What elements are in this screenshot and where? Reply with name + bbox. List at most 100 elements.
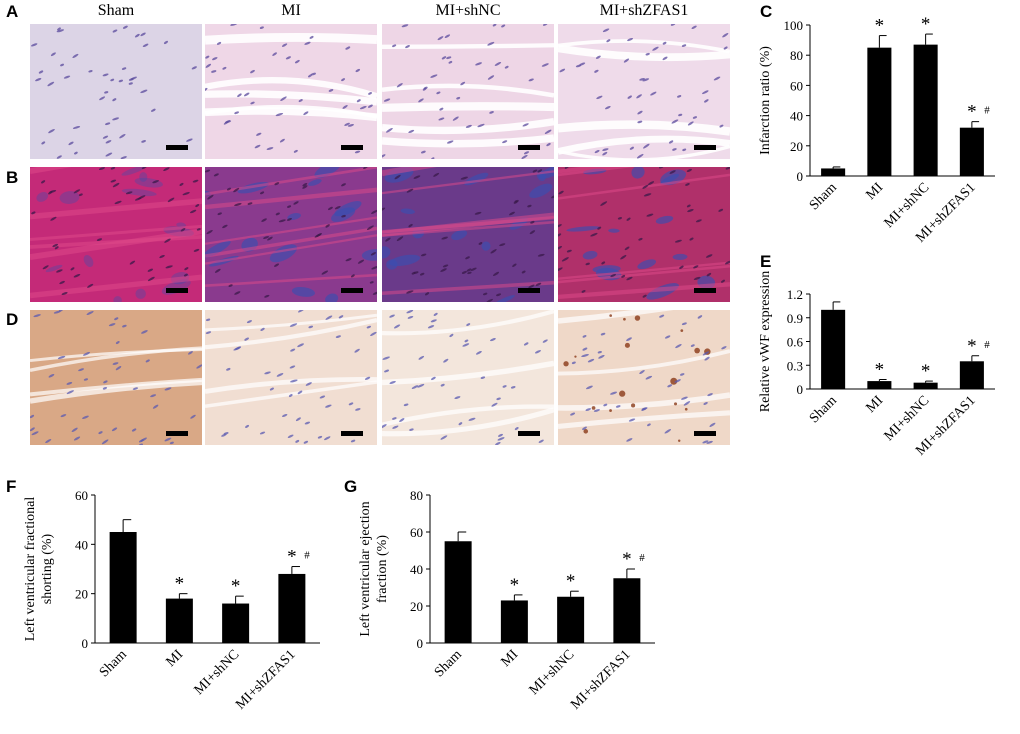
micrograph-vwf-ihc-stain-1 (30, 310, 202, 445)
bar-mi-shzfas1 (959, 361, 984, 389)
x-tick-label: MI+shZFAS1 (233, 647, 299, 713)
x-tick-label: Sham (807, 393, 840, 426)
bar-mi-shzfas1 (613, 578, 641, 643)
bar-mi (867, 47, 892, 177)
significance-star: * (175, 574, 185, 595)
bar-sham (821, 309, 846, 389)
y-tick-label: 60 (790, 78, 803, 93)
scale-bar (518, 145, 540, 150)
bar-mi-shnc (913, 44, 938, 176)
bar-mi (500, 600, 528, 643)
scale-bar (166, 288, 188, 293)
micrograph-masson-stain-1 (30, 167, 202, 302)
chart-fractional-shortening: 0 20 40 60 Left ventricular fractional shorti… (23, 488, 320, 713)
y-axis-label: Infarction ratio (%) (758, 46, 773, 155)
scale-bar (694, 431, 716, 436)
significance-hash: # (639, 552, 645, 564)
micrograph-vwf-ihc-stain-2 (205, 310, 377, 445)
y-tick-label: 0 (82, 636, 89, 651)
bar-mi-shnc (222, 603, 250, 643)
micrograph-he-stain-2 (205, 24, 377, 159)
y-axis-label: Left ventricular fractional (23, 497, 38, 642)
micrograph-he-stain-1 (30, 24, 202, 159)
panel-letter-d: D (6, 310, 19, 329)
x-tick-label: MI (863, 180, 886, 203)
scale-bar (694, 288, 716, 293)
y-axis-label: shorting (%) (40, 533, 55, 604)
y-tick-label: 0.3 (787, 358, 803, 373)
panel-letter-b: B (6, 168, 19, 187)
column-title-mi-shnc: MI+shNC (435, 2, 501, 19)
y-tick-label: 20 (790, 139, 803, 154)
significance-star: * (967, 102, 977, 123)
bar-sham (444, 541, 472, 643)
y-tick-label: 20 (410, 599, 423, 614)
y-tick-label: 0.6 (787, 335, 804, 350)
significance-star: * (875, 16, 885, 37)
x-tick-label: MI+shNC (192, 647, 243, 698)
panel-letter-a: A (6, 2, 19, 21)
y-tick-label: 0 (797, 169, 804, 184)
significance-star: * (875, 360, 885, 381)
bar-mi-shzfas1 (959, 127, 984, 176)
y-tick-label: 100 (784, 18, 804, 33)
panel-letter-c: C (760, 2, 773, 21)
significance-hash: # (984, 339, 990, 351)
y-tick-label: 60 (410, 525, 423, 540)
y-tick-label: 0 (797, 382, 804, 397)
y-tick-label: 40 (75, 537, 88, 552)
bar-mi-shzfas1 (278, 573, 306, 643)
significance-star: * (566, 571, 576, 592)
x-tick-label: MI+shNC (527, 647, 578, 698)
chart-infarction-ratio: 0 20 40 60 80 100 Infarction ratio (%) Sham * MI *… (758, 14, 995, 246)
y-axis-label: Relative vWF expression (758, 271, 773, 413)
bar-sham (821, 168, 846, 176)
x-tick-label: Sham (432, 647, 465, 680)
significance-star: * (231, 576, 241, 597)
x-tick-label: Sham (97, 647, 130, 680)
y-tick-label: 60 (75, 488, 88, 503)
scale-bar (341, 145, 363, 150)
scale-bar (518, 431, 540, 436)
column-title-mi: MI (281, 2, 301, 19)
scale-bar (166, 145, 188, 150)
micrograph-masson-stain-4 (558, 167, 730, 302)
chart-vwf-expression: 0 0.3 0.6 0.9 1.2 Relative vWF expression Sham… (758, 271, 995, 459)
micrograph-vwf-ihc-stain-4 (558, 310, 730, 445)
y-tick-label: 40 (410, 562, 423, 577)
column-title-sham: Sham (97, 2, 135, 19)
scale-bar (166, 431, 188, 436)
micrograph-he-stain-3 (382, 24, 554, 159)
scale-bar (341, 431, 363, 436)
bar-mi-shnc (913, 382, 938, 389)
column-title-mi-shzfas1: MI+shZFAS1 (599, 2, 689, 19)
micrograph-masson-stain-3 (382, 167, 554, 302)
micrograph-masson-stain-2 (205, 167, 377, 302)
y-axis-label: fraction (%) (375, 535, 390, 603)
scale-bar (518, 288, 540, 293)
x-tick-label: MI (863, 393, 886, 416)
bar-mi (165, 598, 193, 643)
y-tick-label: 80 (410, 488, 423, 503)
x-tick-label: MI (163, 647, 186, 670)
panel-letter-e: E (760, 252, 772, 271)
micrograph-vwf-ihc-stain-3 (382, 310, 554, 445)
y-tick-label: 0 (417, 636, 424, 651)
y-tick-label: 80 (790, 48, 803, 63)
y-tick-label: 0.9 (787, 311, 803, 326)
x-tick-label: MI+shZFAS1 (568, 647, 634, 713)
y-tick-label: 40 (790, 109, 803, 124)
bar-sham (109, 532, 137, 643)
panel-letter-g: G (344, 477, 358, 496)
y-tick-label: 20 (75, 587, 88, 602)
significance-hash: # (304, 550, 310, 562)
panel-letter-f: F (6, 477, 17, 496)
significance-star: * (287, 547, 297, 568)
significance-star: * (921, 14, 931, 35)
x-tick-label: MI (498, 647, 521, 670)
scale-bar (694, 145, 716, 150)
significance-star: * (967, 336, 977, 357)
x-tick-label: Sham (807, 180, 840, 213)
y-tick-label: 1.2 (787, 287, 803, 302)
significance-star: * (622, 549, 632, 570)
